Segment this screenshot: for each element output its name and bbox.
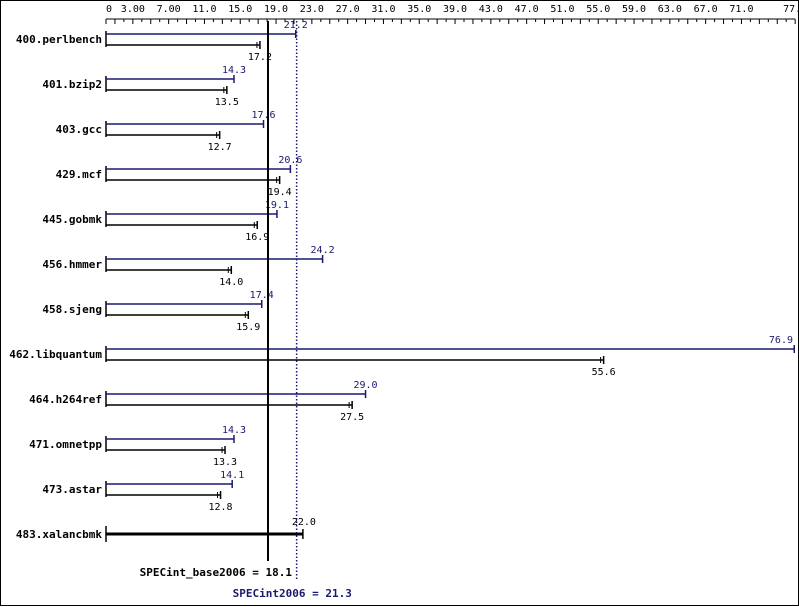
bar-base-value: 12.8 [209,502,233,513]
benchmark-label: 462.libquantum [9,348,102,361]
bar-base-value: 19.4 [268,187,292,198]
x-tick-label: 7.00 [157,4,181,15]
x-axis: 0 3.00 7.00 11.0 15.0 19.0 23.0 27.0 31.0 35.0 39.… [105,4,799,24]
bar-peak-value: 21.2 [284,20,308,31]
x-tick-label: 23.0 [300,4,324,15]
x-tick-label: 63.0 [658,4,682,15]
x-tick-label: 71.0 [729,4,753,15]
base-reference-label: SPECint_base2006 = 18.1 [140,566,293,579]
benchmark-label: 458.sjeng [42,303,102,316]
benchmark-row: 483.xalancbmk 22.0 [16,517,316,542]
x-tick-label: 67.0 [694,4,718,15]
bar-base-value: 16.9 [245,232,269,243]
x-tick-label: 43.0 [479,4,503,15]
x-tick-label: 19.0 [264,4,288,15]
benchmark-label: 401.bzip2 [42,78,102,91]
bar-base-value: 14.0 [219,277,243,288]
benchmark-label: 483.xalancbmk [16,528,102,541]
benchmark-row: 471.omnetpp 14.3 13.3 [29,425,246,468]
benchmark-row: 462.libquantum 76.9 55.6 [9,335,796,378]
benchmark-label: 403.gcc [56,123,102,136]
x-tick-label: 3.00 [121,4,145,15]
benchmark-label: 473.astar [42,483,102,496]
benchmark-row: 400.perlbench 21.2 17.2 [16,20,308,63]
benchmark-label: 464.h264ref [29,393,102,406]
benchmark-label: 400.perlbench [16,33,102,46]
benchmark-row: 403.gcc 17.6 12.7 [56,110,276,153]
bar-base-value: 12.7 [208,142,232,153]
x-tick-label: 15.0 [228,4,252,15]
bar-peak-value: 20.6 [278,155,302,166]
benchmark-row: 429.mcf 20.6 19.4 [56,155,303,198]
x-tick-label: 31.0 [371,4,395,15]
benchmark-row: 445.gobmk 19.1 16.9 [42,200,289,243]
benchmark-row: 464.h264ref 29.0 27.5 [29,380,377,423]
x-tick-label: 39.0 [443,4,467,15]
benchmark-label: 471.omnetpp [29,438,102,451]
bar-base-value: 17.2 [248,52,272,63]
bar-peak-value: 14.3 [222,425,246,436]
bar-peak-value: 24.2 [311,245,335,256]
bar-base-value: 55.6 [592,367,616,378]
bars: 400.perlbench21.217.2401.bzip214.313.540… [9,20,796,542]
x-tick-label: 51.0 [550,4,574,15]
benchmark-row: 458.sjeng 17.4 15.9 [42,290,273,333]
bar-base-value: 27.5 [340,412,364,423]
x-tick-label: 55.0 [586,4,610,15]
bar-peak-value: 17.6 [251,110,275,121]
benchmark-row: 473.astar 14.1 12.8 [42,470,244,513]
x-tick-label: 11.0 [192,4,216,15]
peak-reference-label: SPECint2006 = 21.3 [233,587,352,600]
bar-peak-value: 17.4 [250,290,274,301]
bar-peak-value: 29.0 [354,380,378,391]
x-tick-label: 77.0 [783,4,799,15]
x-tick-label: 0 [106,4,112,15]
x-tick-label: 59.0 [622,4,646,15]
x-tick-label: 35.0 [407,4,431,15]
bar-base-value: 13.5 [215,97,239,108]
bar-peak-value: 14.1 [220,470,244,481]
benchmark-label: 429.mcf [56,168,102,181]
bar-peak-value: 14.3 [222,65,246,76]
benchmark-label: 456.hmmer [42,258,102,271]
bar-merged-value: 22.0 [292,517,316,528]
bar-peak-value: 76.9 [769,335,793,346]
reference-lines: SPECint_base2006 = 18.1 SPECint2006 = 21.… [140,21,352,600]
benchmark-label: 445.gobmk [42,213,102,226]
benchmark-row: 401.bzip2 14.3 13.5 [42,65,246,108]
bar-base-value: 15.9 [236,322,260,333]
benchmark-row: 456.hmmer 24.2 14.0 [42,245,334,288]
bar-base-value: 13.3 [213,457,237,468]
x-tick-label: 47.0 [515,4,539,15]
x-tick-label: 27.0 [336,4,360,15]
bar-peak-value: 19.1 [265,200,289,211]
